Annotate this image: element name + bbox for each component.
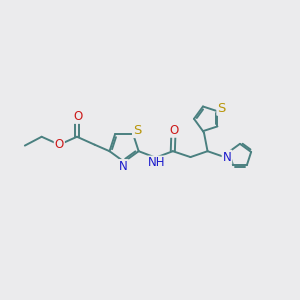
Text: NH: NH (148, 157, 166, 169)
Text: N: N (223, 151, 231, 164)
Text: O: O (73, 110, 82, 123)
Text: N: N (119, 160, 128, 173)
Text: S: S (218, 102, 226, 115)
Text: S: S (133, 124, 141, 137)
Text: O: O (55, 138, 64, 151)
Text: O: O (169, 124, 178, 137)
